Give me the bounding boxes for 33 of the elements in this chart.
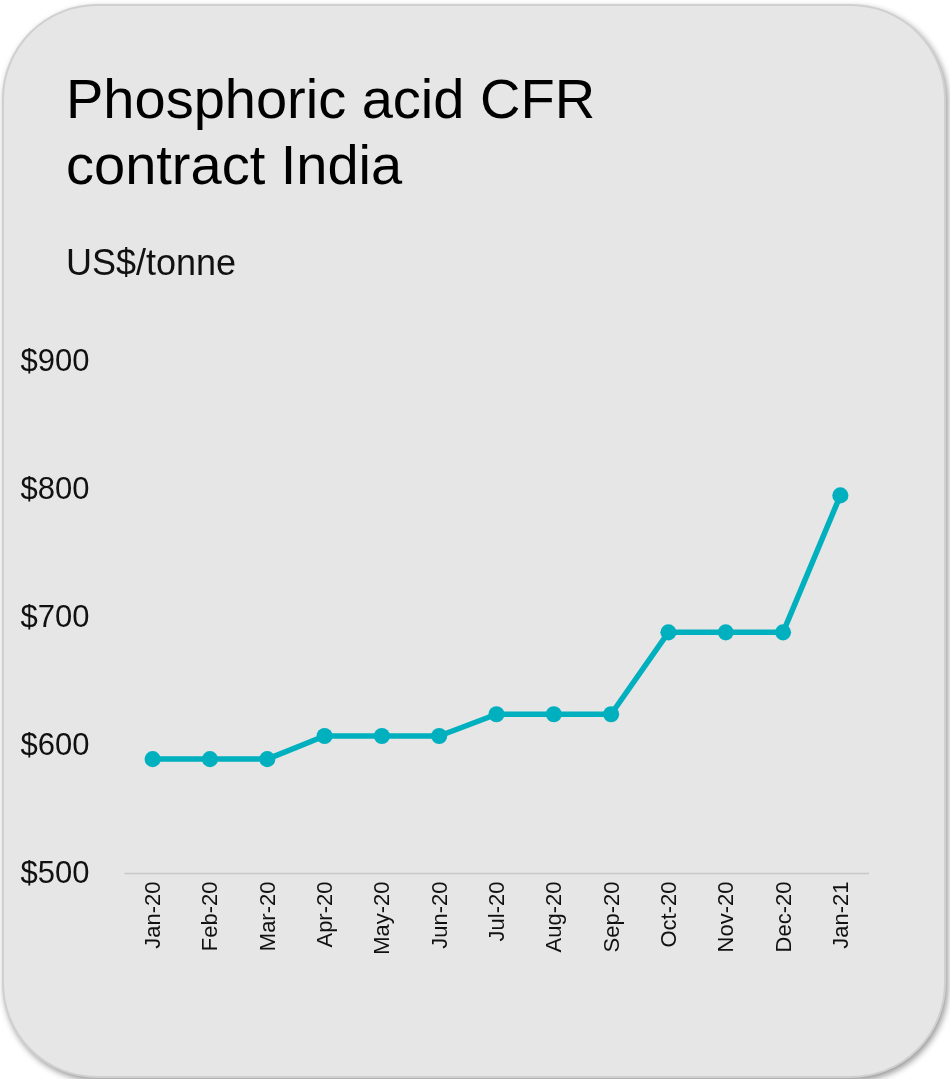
point — [259, 751, 276, 768]
x-tick-label: Jun-20 — [426, 881, 452, 949]
point — [144, 751, 161, 768]
point — [201, 751, 219, 768]
x-tick-label: Jan-21 — [827, 881, 853, 949]
x-tick-label: Mar-20 — [254, 881, 280, 952]
x-tick-label: Dec-20 — [770, 881, 796, 953]
y-tick-label: $600 — [20, 726, 90, 762]
point — [717, 624, 734, 641]
y-tick-label: $800 — [20, 470, 90, 506]
point — [660, 624, 677, 641]
x-tick-label: Sep-20 — [598, 881, 624, 953]
point — [603, 706, 620, 723]
x-tick-label: Feb-20 — [197, 881, 223, 952]
point — [373, 727, 390, 745]
point — [431, 727, 448, 745]
point — [545, 706, 562, 723]
chart-title: Phosphoric acid CFR contract India — [66, 66, 597, 198]
y-tick-label: $500 — [20, 854, 90, 890]
x-tick-label: Aug-20 — [541, 881, 567, 953]
x-tick-label: Jan-20 — [140, 881, 166, 949]
x-tick-label: Nov-20 — [713, 881, 739, 953]
point — [488, 706, 505, 723]
y-tick-label: $900 — [20, 342, 90, 378]
y-tick-label: $700 — [20, 598, 90, 634]
x-tick-label: Apr-20 — [312, 881, 338, 948]
point — [832, 487, 849, 504]
point — [316, 727, 333, 745]
x-tick-label: Jul-20 — [484, 881, 509, 942]
chart-subtitle: US$/tonne — [66, 242, 237, 284]
point — [774, 624, 792, 641]
x-tick-label: May-20 — [369, 881, 395, 955]
x-tick-label: Oct-20 — [655, 881, 681, 948]
